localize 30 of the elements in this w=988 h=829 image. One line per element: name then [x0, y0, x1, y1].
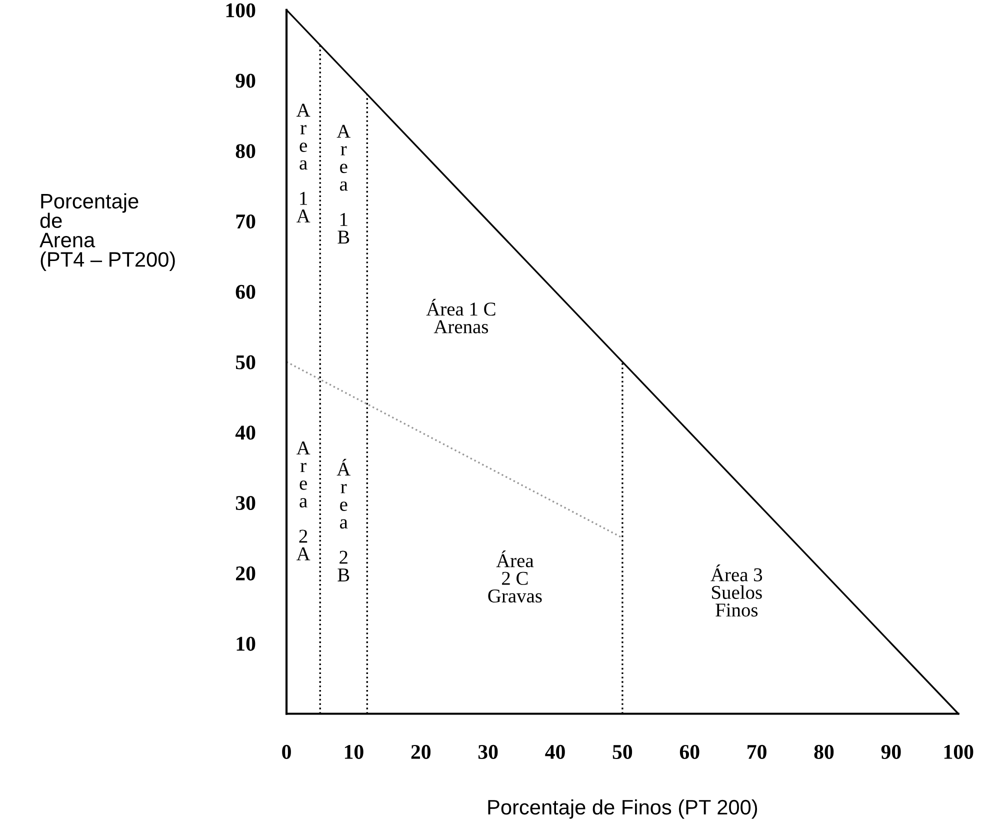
x-tick-label: 40: [545, 744, 565, 759]
x-tick-label: 60: [680, 744, 700, 759]
annotation: A r e a 1 B: [336, 124, 351, 244]
x-tick-label: 80: [814, 744, 834, 759]
y-tick-label: 40: [235, 426, 256, 440]
y-tick-label: 30: [236, 496, 256, 510]
y-tick-label: 70: [236, 214, 256, 229]
x-tick-label: 10: [344, 744, 364, 759]
annotation: Área 3 Suelos Finos: [710, 564, 762, 617]
y-tick-label: 90: [236, 74, 256, 88]
x-tick-label: 0: [282, 744, 291, 759]
y-tick-label: 20: [236, 566, 256, 580]
y-tick-label: 10: [236, 636, 256, 651]
annotation: Á r e a 2 B: [336, 458, 351, 582]
y-tick-label: 80: [236, 144, 256, 158]
x-axis-title: Porcentaje de Finos (PT 200): [488, 799, 758, 819]
annotation: A r e a 1 A: [296, 104, 310, 222]
x-tick-label: 70: [748, 744, 766, 759]
y-tick-label: 50: [236, 355, 256, 370]
x-tick-label: 20: [411, 744, 431, 759]
x-tick-label: 50: [612, 744, 632, 759]
y-tick-label: 100: [226, 3, 256, 18]
x-tick-label: 90: [881, 744, 901, 759]
y-axis-title: Porcentaje de Arena (PT4 – PT200): [40, 193, 175, 271]
annotation: Área 2 C Gravas: [488, 550, 542, 603]
x-tick-label: 30: [478, 744, 498, 759]
annotation: A r e a 2 A: [296, 442, 310, 560]
x-tick-label: 100: [944, 744, 974, 759]
y-tick-label: 60: [236, 284, 256, 299]
annotation: Área 1 C Arenas: [426, 298, 496, 334]
